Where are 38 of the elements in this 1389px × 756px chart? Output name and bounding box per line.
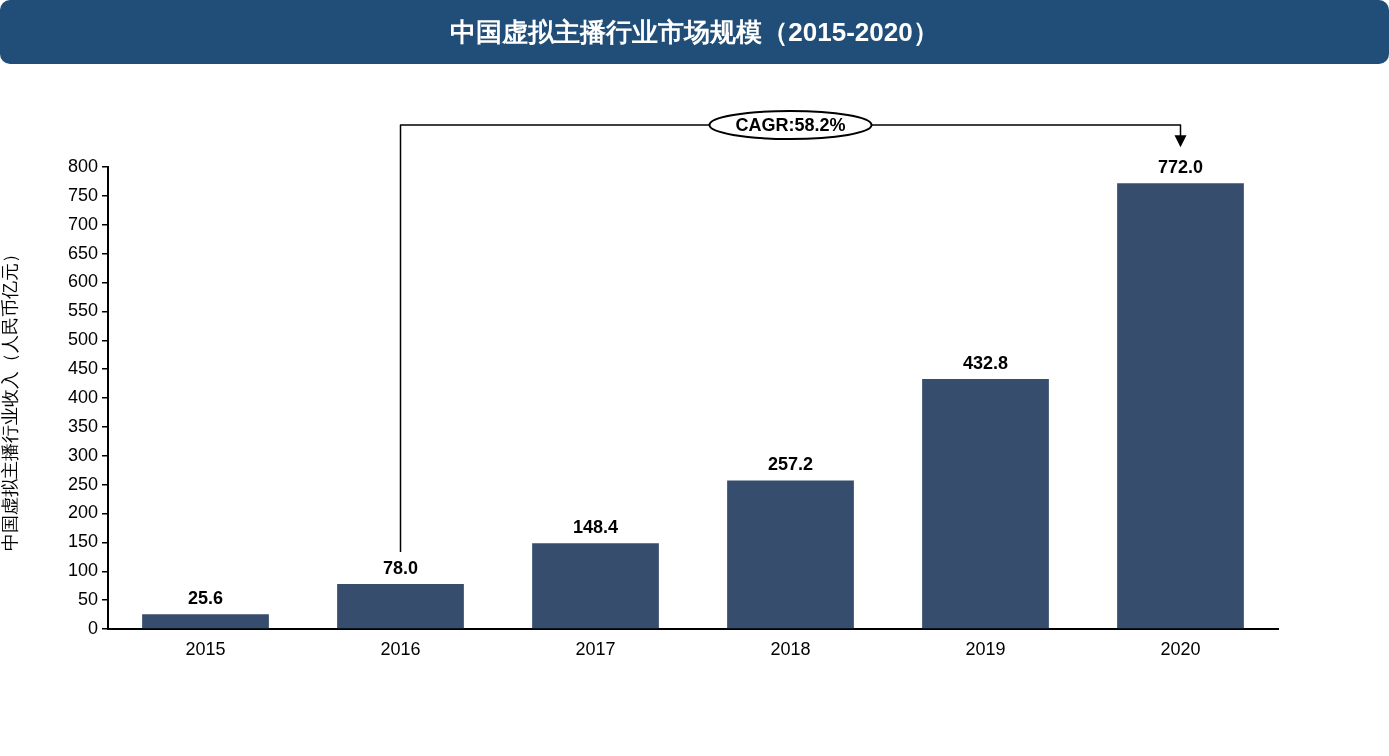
- y-tick-label: 250: [67, 473, 98, 494]
- x-tick-label: 2020: [1160, 638, 1201, 659]
- y-tick-label: 300: [67, 444, 98, 465]
- bar: [727, 480, 854, 629]
- data-label: 25.6: [187, 588, 224, 609]
- bar: [337, 583, 464, 629]
- y-tick-label: 50: [77, 589, 98, 610]
- y-tick-label: 700: [67, 213, 98, 234]
- y-tick-label: 550: [67, 300, 98, 321]
- data-label: 78.0: [382, 557, 419, 578]
- bar: [142, 614, 269, 629]
- y-tick-label: 150: [67, 531, 98, 552]
- data-label: 772.0: [1157, 157, 1204, 178]
- bar: [1117, 183, 1244, 629]
- x-tick-label: 2015: [185, 638, 226, 659]
- data-label: 432.8: [962, 353, 1009, 374]
- bar: [922, 379, 1049, 629]
- y-tick-label: 350: [67, 415, 98, 436]
- y-tick-label: 750: [67, 184, 98, 205]
- y-tick-label: 450: [67, 358, 98, 379]
- y-tick-label: 0: [87, 617, 98, 638]
- chart-title: 中国虚拟主播行业市场规模（2015-2020）: [450, 15, 939, 49]
- data-label: 148.4: [572, 517, 619, 538]
- x-tick-label: 2019: [965, 638, 1006, 659]
- x-tick-label: 2018: [770, 638, 811, 659]
- y-tick-label: 600: [67, 271, 98, 292]
- y-tick-label: 500: [67, 329, 98, 350]
- y-tick-label: 200: [67, 502, 98, 523]
- y-tick-label: 800: [67, 155, 98, 176]
- y-tick-label: 100: [67, 560, 98, 581]
- data-label: 257.2: [767, 454, 814, 475]
- y-axis-title: 中国虚拟主播行业收入（人民币亿元）: [0, 245, 20, 551]
- y-tick-label: 400: [67, 386, 98, 407]
- text: CAGR:58.2%: [735, 114, 846, 135]
- x-tick-label: 2017: [575, 638, 616, 659]
- bar: [532, 543, 659, 629]
- y-tick-label: 650: [67, 242, 98, 263]
- x-tick-label: 2016: [380, 638, 421, 659]
